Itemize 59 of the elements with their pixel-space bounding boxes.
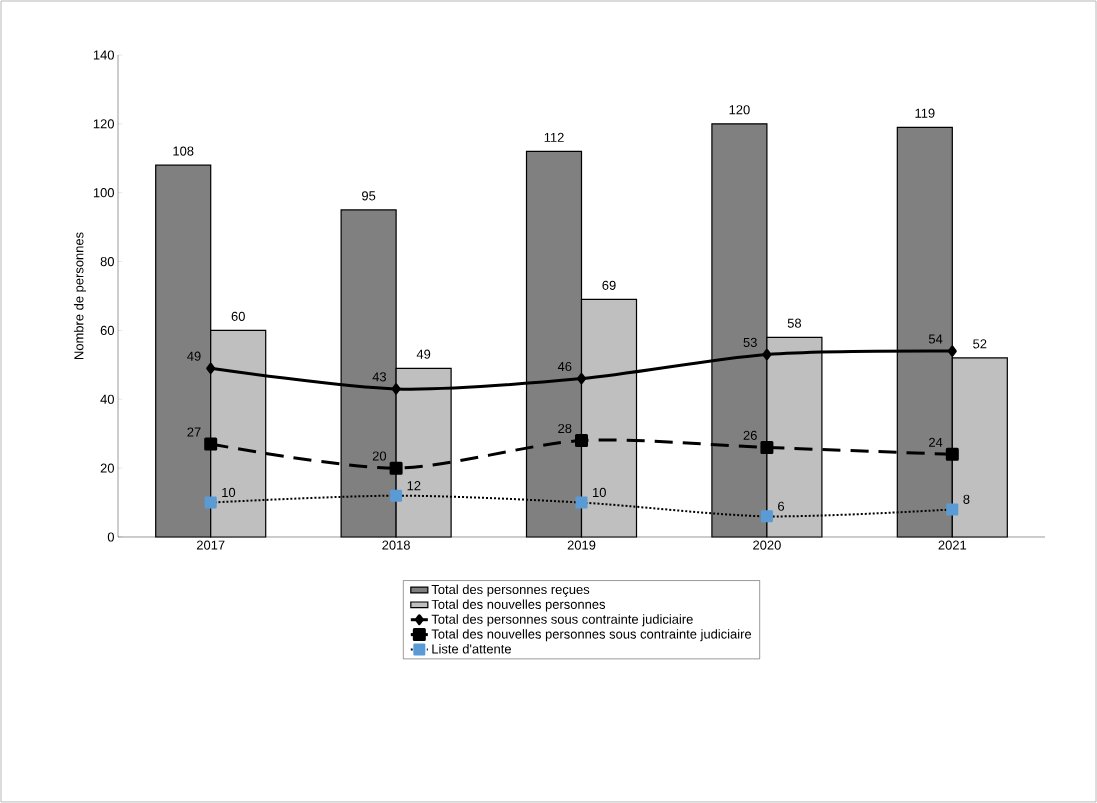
data-label: 49 [416, 349, 431, 359]
point [947, 345, 957, 357]
legend-label: Total des nouvelles personnes [431, 599, 606, 612]
y-tick-label: 140 [93, 50, 114, 60]
point [206, 362, 216, 374]
y-tick-label: 0 [107, 532, 114, 542]
data-label: 69 [602, 280, 616, 290]
y-tick-label: 20 [100, 463, 114, 473]
data-label: 10 [593, 487, 606, 498]
point [760, 440, 774, 454]
data-label: 112 [544, 132, 564, 142]
data-label: 24 [929, 437, 943, 447]
data-label: 58 [787, 318, 802, 328]
legend-label: Liste d'attente [432, 644, 511, 654]
y-tick-label: 120 [93, 119, 114, 129]
data-label: 49 [187, 351, 201, 361]
point [762, 349, 772, 361]
data-label: 120 [729, 105, 750, 115]
point [945, 447, 959, 461]
data-label: 10 [222, 487, 236, 498]
point [390, 489, 403, 502]
point [946, 503, 959, 516]
data-label: 60 [231, 311, 245, 321]
data-label: 54 [928, 334, 943, 344]
data-label: 12 [407, 481, 421, 491]
legend-label: Total des personnes reçues [431, 584, 590, 597]
point [391, 383, 401, 395]
y-tick-label: 60 [100, 325, 114, 335]
point [575, 496, 588, 509]
data-label: 52 [973, 339, 987, 349]
data-label: 28 [558, 423, 572, 434]
y-tick-label: 80 [100, 256, 114, 267]
point [577, 373, 587, 385]
point [204, 496, 217, 509]
x-tick-label: 2021 [938, 540, 967, 550]
point [760, 510, 773, 523]
point [575, 434, 589, 448]
legend-label: Total des nouvelles personnes sous contrainte judiciaire [431, 629, 752, 642]
point [389, 461, 403, 475]
legend-label: Total des personnes sous contrainte judiciaire [431, 614, 693, 627]
y-axis-title: Nombre de personnes [73, 232, 87, 359]
data-label: 6 [778, 501, 785, 511]
x-tick-label: 2020 [753, 540, 781, 550]
data-label: 46 [557, 361, 572, 372]
data-label: 53 [743, 337, 757, 347]
data-label: 119 [915, 108, 935, 118]
y-tick-label: 40 [100, 394, 114, 404]
x-tick-label: 2019 [567, 540, 596, 550]
data-label: 20 [372, 451, 387, 461]
data-label: 108 [173, 146, 194, 156]
data-label: 95 [362, 191, 376, 201]
x-tick-label: 2017 [196, 540, 225, 550]
data-label: 8 [963, 494, 970, 504]
data-label: 43 [372, 372, 387, 382]
y-tick-label: 100 [93, 188, 114, 198]
data-label: 26 [743, 430, 757, 440]
x-tick-label: 2018 [382, 540, 410, 550]
data-label: 27 [187, 427, 201, 437]
point [204, 437, 218, 451]
